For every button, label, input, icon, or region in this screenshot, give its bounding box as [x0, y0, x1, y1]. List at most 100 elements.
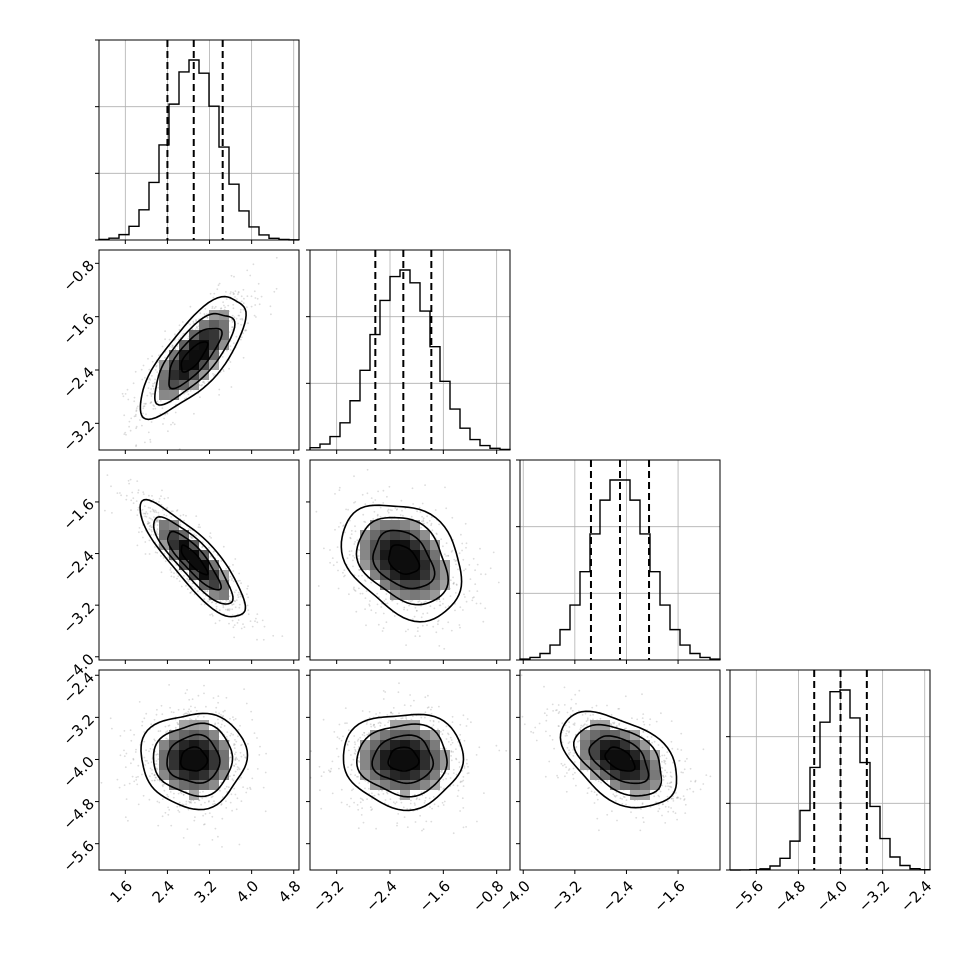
density-cell [590, 730, 600, 740]
density-cell [390, 570, 400, 580]
density-cell [380, 770, 390, 780]
density-cell [390, 580, 400, 590]
x-tick-label: −4.0 [495, 877, 533, 915]
density-cell [199, 330, 209, 340]
density-cell [380, 570, 390, 580]
density-cell [420, 780, 430, 790]
hist-panel-2 [306, 249, 511, 454]
contour-level-2 [167, 530, 223, 591]
density-cell [199, 740, 209, 750]
density-cell [430, 770, 440, 780]
density-cell [620, 780, 630, 790]
contour-level-3 [153, 312, 236, 406]
density-cell [420, 530, 430, 540]
density-cell [169, 550, 179, 560]
density-cell [430, 590, 440, 600]
density-cell [580, 730, 590, 740]
density-cell [380, 530, 390, 540]
density-cell [440, 580, 450, 590]
density-cell [179, 370, 189, 380]
histogram-3 [519, 479, 721, 660]
density-cell [590, 740, 600, 750]
density-cell [640, 750, 650, 760]
density-cell [159, 520, 169, 530]
density-cell [219, 770, 229, 780]
density-cell [370, 520, 380, 530]
density-cell [189, 360, 199, 370]
density-cell [370, 770, 380, 780]
density-cell [380, 550, 390, 560]
density-cell [380, 560, 390, 570]
density-cell [199, 760, 209, 770]
density-cell [179, 740, 189, 750]
density-cell [360, 750, 370, 760]
density-cell [390, 590, 400, 600]
axes-frame [309, 249, 511, 451]
density-cell [440, 760, 450, 770]
contour-level-3 [152, 722, 234, 798]
density-cell [179, 550, 189, 560]
density-cell [159, 530, 169, 540]
density-cell [209, 730, 219, 740]
density-cell [189, 770, 199, 780]
density-cell [189, 780, 199, 790]
density-cell [600, 760, 610, 770]
density-cell [209, 560, 219, 570]
density-cell [390, 550, 400, 560]
density-cell [400, 590, 410, 600]
axes-frame [519, 669, 721, 871]
axes-frame [98, 39, 300, 241]
density-cell [380, 740, 390, 750]
density-cell [430, 550, 440, 560]
density-cell [430, 560, 440, 570]
density-cell [430, 540, 440, 550]
density-cell [410, 720, 420, 730]
density-cell [199, 340, 209, 350]
density-cell [420, 570, 430, 580]
contour-level-1 [387, 544, 421, 576]
y-tick-label: −2.4 [60, 363, 98, 401]
density-cell [209, 350, 219, 360]
contour-level-3 [573, 723, 663, 797]
x-tick-label: −4.0 [813, 877, 851, 915]
density-cell [209, 330, 219, 340]
x-tick-label: 1.6 [106, 877, 136, 907]
density-cell [219, 760, 229, 770]
density-cell [159, 360, 169, 370]
density-cell [400, 530, 410, 540]
density-cell [380, 540, 390, 550]
density-cell [620, 770, 630, 780]
density-cell [219, 740, 229, 750]
y-tick-label: −4.0 [60, 753, 98, 791]
scatter-panel-4-3 [516, 669, 721, 874]
density-cell [169, 520, 179, 530]
density-cell [199, 750, 209, 760]
density-cell [430, 580, 440, 590]
density-cell [380, 580, 390, 590]
density-cell [179, 350, 189, 360]
density-cell [620, 730, 630, 740]
scatter-panel-3-2 [306, 459, 511, 664]
histogram-1 [98, 59, 300, 241]
density-cell [390, 720, 400, 730]
density-cell [590, 750, 600, 760]
density-cell [209, 760, 219, 770]
x-tick-label: −3.2 [547, 877, 585, 915]
density-cell [159, 540, 169, 550]
density-cell [390, 530, 400, 540]
density-cell [420, 730, 430, 740]
density-cell [360, 550, 370, 560]
density-cell [400, 560, 410, 570]
density-cell [610, 770, 620, 780]
y-tick-label: −2.4 [60, 547, 98, 585]
density-cell [169, 780, 179, 790]
density-cell [159, 380, 169, 390]
density-cell [390, 560, 400, 570]
density-cell [199, 720, 209, 730]
density-cell [370, 740, 380, 750]
density-cell [179, 770, 189, 780]
density-cell [189, 550, 199, 560]
density-cell [590, 770, 600, 780]
density-cell [189, 760, 199, 770]
density-cell [360, 540, 370, 550]
